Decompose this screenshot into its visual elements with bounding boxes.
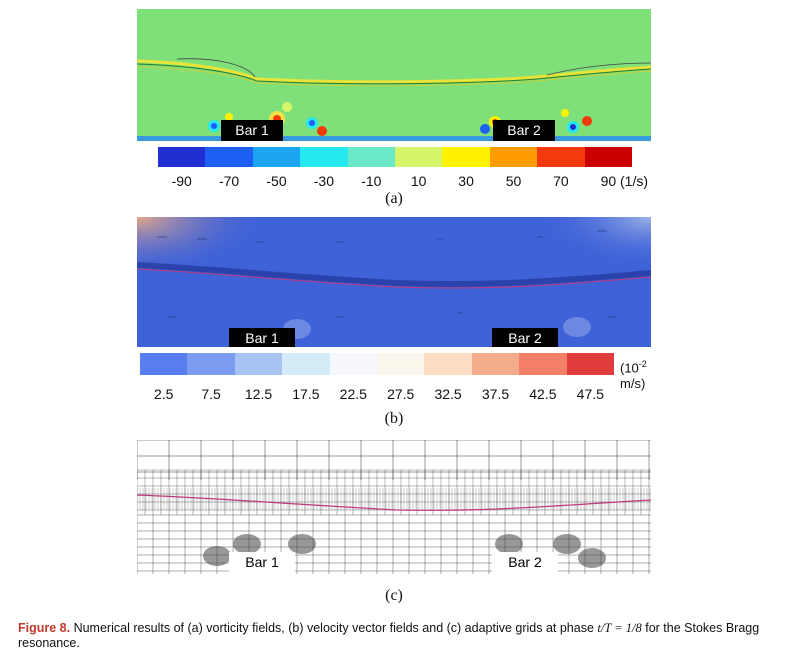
velocity-colorbar bbox=[140, 353, 614, 375]
adaptive-grid-panel: Bar 1 Bar 2 bbox=[137, 440, 651, 574]
vorticity-colorbar-tick-label: -30 bbox=[313, 173, 335, 189]
vorticity-colorbar-tick-label: 50 bbox=[505, 173, 522, 189]
vorticity-plot bbox=[137, 58, 651, 141]
bar-1-label: Bar 1 bbox=[221, 120, 283, 141]
velocity-colorbar-swatch bbox=[329, 353, 377, 375]
vorticity-colorbar-swatch bbox=[584, 147, 632, 167]
velocity-colorbar-tick-label: 7.5 bbox=[201, 386, 221, 402]
bar-1-label: Bar 1 bbox=[229, 328, 295, 347]
adaptive-grid-plot bbox=[137, 440, 651, 574]
vorticity-colorbar-swatch bbox=[442, 147, 490, 167]
bar-2-label: Bar 2 bbox=[492, 552, 558, 574]
vorticity-colorbar-tick-label: 30 bbox=[458, 173, 474, 189]
velocity-colorbar-swatch bbox=[140, 353, 188, 375]
velocity-colorbar-swatch bbox=[471, 353, 520, 375]
vorticity-colorbar-swatch bbox=[394, 147, 443, 167]
velocity-unit-prefix: (10 bbox=[620, 360, 639, 376]
velocity-colorbar-swatch bbox=[519, 353, 567, 375]
panel-b-label: (b) bbox=[384, 410, 404, 427]
vorticity-colorbar bbox=[158, 147, 632, 167]
vorticity-panel: Bar 1 Bar 2 bbox=[137, 9, 651, 141]
velocity-colorbar-swatch bbox=[424, 353, 472, 375]
velocity-colorbar-tick-label: 37.5 bbox=[481, 386, 510, 402]
bar-2-label: Bar 2 bbox=[493, 120, 555, 141]
bar-1-label: Bar 1 bbox=[229, 552, 295, 574]
vorticity-colorbar-swatch bbox=[489, 147, 538, 167]
vorticity-colorbar-tick-label: -50 bbox=[266, 173, 287, 189]
vorticity-colorbar-swatch bbox=[300, 147, 348, 167]
vorticity-colorbar-tick-label: -70 bbox=[218, 173, 240, 189]
velocity-colorbar-swatch bbox=[234, 353, 283, 375]
velocity-colorbar-tick-label: 12.5 bbox=[244, 386, 273, 402]
velocity-colorbar-tick-label: 17.5 bbox=[292, 386, 320, 402]
panel-c-label: (c) bbox=[385, 587, 403, 604]
velocity-unit: (10-2 m/s) bbox=[620, 356, 647, 392]
vorticity-colorbar-swatch bbox=[537, 147, 585, 167]
velocity-unit-exponent: -2 bbox=[638, 359, 647, 369]
vorticity-colorbar-swatch bbox=[252, 147, 301, 167]
vorticity-colorbar-swatch bbox=[158, 147, 206, 167]
velocity-unit-suffix: m/s) bbox=[620, 376, 646, 392]
vorticity-colorbar-tick-label: 10 bbox=[410, 173, 427, 189]
figure-caption: Figure 8. Numerical results of (a) vorti… bbox=[18, 621, 778, 651]
vorticity-colorbar-tick-label: 70 bbox=[553, 173, 569, 189]
velocity-plot bbox=[137, 217, 651, 339]
velocity-colorbar-tick-label: 47.5 bbox=[576, 386, 604, 402]
vorticity-colorbar-tick-label: -10 bbox=[361, 173, 382, 189]
velocity-colorbar-tick-label: 27.5 bbox=[387, 386, 415, 402]
panel-a-label: (a) bbox=[385, 190, 403, 207]
caption-text-after: for the Stokes Bragg resonance. bbox=[18, 621, 760, 650]
caption-text-before: Numerical results of (a) vorticity field… bbox=[73, 621, 594, 635]
velocity-colorbar-swatch bbox=[282, 353, 330, 375]
velocity-colorbar-swatch bbox=[376, 353, 425, 375]
bar-2-label: Bar 2 bbox=[492, 328, 558, 347]
caption-math: t/T = 1/8 bbox=[597, 621, 642, 635]
velocity-colorbar-tick-label: 32.5 bbox=[434, 386, 462, 402]
vorticity-colorbar-tick-label: -90 bbox=[171, 173, 192, 189]
velocity-colorbar-tick-label: 42.5 bbox=[529, 386, 557, 402]
vorticity-colorbar-swatch bbox=[347, 147, 395, 167]
velocity-colorbar-swatch bbox=[187, 353, 235, 375]
velocity-panel: Bar 1 Bar 2 bbox=[137, 217, 651, 347]
figure-number: Figure 8. bbox=[18, 621, 71, 635]
velocity-colorbar-swatch bbox=[566, 353, 614, 375]
vorticity-colorbar-tick-label: 90 (1/s) bbox=[600, 173, 649, 189]
velocity-colorbar-tick-label: 2.5 bbox=[153, 386, 174, 402]
vorticity-colorbar-swatch bbox=[205, 147, 253, 167]
velocity-colorbar-tick-label: 22.5 bbox=[339, 386, 367, 402]
